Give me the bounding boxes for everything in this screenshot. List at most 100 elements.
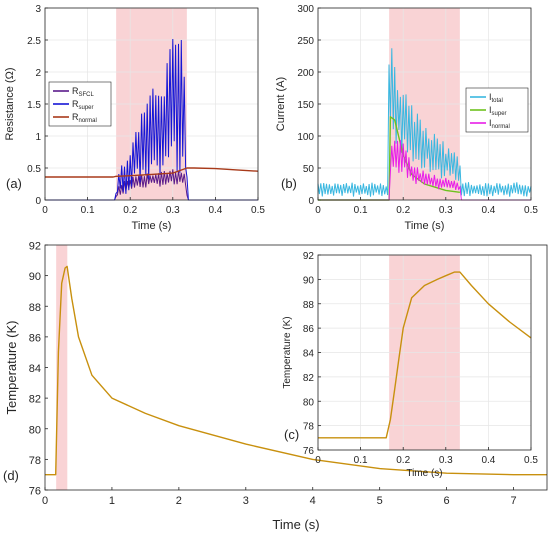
series-line: [318, 271, 532, 439]
legend-entry-main: I: [489, 118, 492, 128]
y-tick-label: 82: [29, 394, 41, 406]
y-tick-label: 300: [297, 4, 314, 15]
y-tick-label: 50: [303, 164, 315, 175]
y-axis-title: Temperature (K): [282, 316, 293, 388]
x-tick-label: 0.1: [354, 455, 368, 466]
legend-entry-main: I: [489, 92, 492, 102]
panel-c: 0 0.1 0.2 0.3 0.4 0.5 76 78 80 82 84 86 88 90 92 Time (…: [282, 251, 538, 479]
series-I_total: [317, 48, 532, 197]
x-tick-label: 0.3: [439, 205, 453, 216]
legend-entry-sub: normal: [492, 124, 510, 130]
x-tick-label: 0.1: [354, 205, 368, 216]
y-tick-label: 92: [303, 251, 315, 262]
x-tick-label: 0: [315, 205, 321, 216]
x-tick-label: 2: [176, 495, 182, 507]
y-tick-label: 84: [303, 349, 315, 360]
y-tick-label: 86: [303, 324, 315, 335]
y-tick-label: 86: [29, 332, 41, 344]
x-tick-label: 0: [42, 495, 48, 507]
x-tick-label: 0.4: [208, 205, 222, 216]
x-tick-label: 0.4: [481, 205, 495, 216]
x-axis-title: Time (s): [405, 220, 445, 232]
x-tick-label: 0.4: [481, 455, 495, 466]
y-tick-label: 78: [303, 422, 315, 433]
legend-entry: Inormal: [489, 118, 510, 130]
y-tick-label: 88: [303, 300, 315, 311]
legend-entry-sub: total: [492, 98, 503, 104]
x-axis-title: Time (s): [406, 468, 442, 479]
legend-entry: Rsuper: [72, 99, 94, 111]
y-tick-label: 82: [303, 373, 315, 384]
panel-a: 0 0.1 0.2 0.3 0.4 0.5 0 0.5 1 1.5 2 2.5 3 Time (s) Res…: [4, 4, 265, 232]
legend-entry-main: R: [72, 112, 79, 122]
y-tick-label: 150: [297, 100, 314, 111]
x-tick-label: 0: [42, 205, 48, 216]
series-Temperature: [45, 265, 547, 476]
y-tick-label: 0: [35, 196, 41, 207]
legend-entry-sub: super: [492, 111, 507, 117]
legend-entry-main: R: [72, 86, 79, 96]
series-line: [45, 167, 259, 178]
y-axis-title: Temperature (K): [4, 321, 19, 415]
legend-entry-main: R: [72, 99, 79, 109]
legend-entry-sub: super: [79, 105, 94, 111]
x-tick-label: 0.2: [396, 455, 410, 466]
y-axis-title: Current (A): [275, 77, 287, 131]
x-axis-title: Time (s): [272, 517, 319, 532]
y-tick-label: 2.5: [27, 36, 41, 47]
series-line: [317, 48, 532, 197]
y-tick-label: 1: [35, 132, 41, 143]
x-tick-label: 0.1: [81, 205, 95, 216]
y-tick-label: 200: [297, 68, 314, 79]
x-tick-label: 5: [377, 495, 383, 507]
series-line: [45, 265, 547, 476]
y-tick-label: 78: [29, 455, 41, 467]
x-tick-label: 1: [109, 495, 115, 507]
y-tick-label: 2: [35, 68, 41, 79]
panel-label: (c): [284, 427, 299, 442]
x-tick-label: 0.3: [166, 205, 180, 216]
series-Temperature: [318, 271, 532, 439]
x-tick-label: 6: [444, 495, 450, 507]
y-tick-label: 250: [297, 36, 314, 47]
x-tick-label: 0.5: [251, 205, 265, 216]
x-tick-label: 0.3: [439, 455, 453, 466]
y-tick-label: 0: [308, 196, 314, 207]
legend-entry: Rnormal: [72, 112, 97, 124]
y-tick-label: 0.5: [27, 164, 41, 175]
legend-entry-sub: SFCL: [79, 92, 95, 98]
x-tick-label: 3: [243, 495, 249, 507]
y-tick-label: 80: [303, 397, 315, 408]
panel-label: (d): [3, 468, 19, 483]
y-tick-label: 3: [35, 4, 41, 15]
legend-entry: RSFCL: [72, 86, 95, 98]
x-tick-label: 0.5: [524, 205, 538, 216]
legend-entry: Isuper: [489, 105, 507, 117]
y-tick-label: 90: [29, 271, 41, 283]
panel-label: (b): [281, 176, 297, 191]
x-tick-label: 0.2: [396, 205, 410, 216]
x-axis-title: Time (s): [132, 220, 172, 232]
y-tick-label: 76: [29, 486, 41, 498]
x-tick-label: 4: [310, 495, 316, 507]
x-tick-label: 7: [510, 495, 516, 507]
y-tick-label: 1.5: [27, 100, 41, 111]
series-R_normal: [45, 167, 259, 178]
legend-entry: Itotal: [489, 92, 503, 104]
panel-label: (a): [6, 176, 22, 191]
y-tick-label: 92: [29, 241, 41, 253]
x-tick-label: 0.2: [123, 205, 137, 216]
panel-b: 0 0.1 0.2 0.3 0.4 0.5 0 50 100 150 200 250 300 Time (…: [275, 4, 538, 232]
y-axis-title: Resistance (Ω): [4, 67, 16, 140]
fault-interval-shade: [56, 245, 68, 490]
x-tick-label: 0.5: [524, 455, 538, 466]
y-tick-label: 88: [29, 302, 41, 314]
x-tick-label: 0: [315, 455, 321, 466]
y-tick-label: 84: [29, 363, 41, 375]
y-tick-label: 100: [297, 132, 314, 143]
y-tick-label: 90: [303, 275, 315, 286]
y-tick-label: 80: [29, 424, 41, 436]
